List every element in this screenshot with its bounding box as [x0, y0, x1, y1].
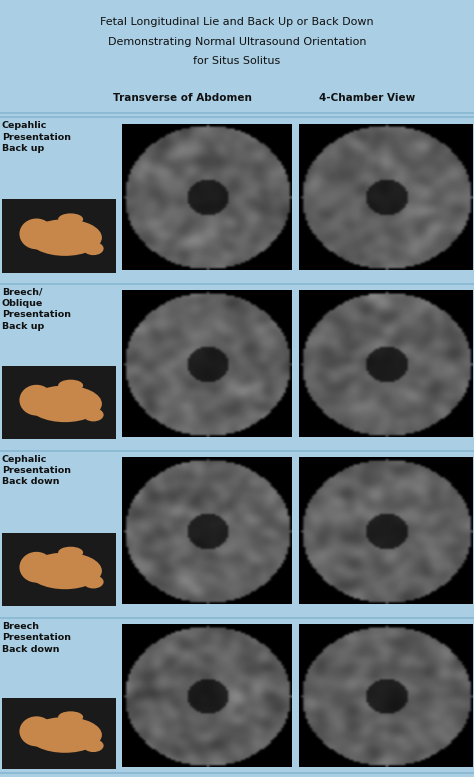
FancyBboxPatch shape: [2, 366, 116, 439]
Ellipse shape: [58, 547, 83, 559]
Ellipse shape: [28, 717, 102, 753]
Text: Fetal Longitudinal Lie and Back Up or Back Down: Fetal Longitudinal Lie and Back Up or Ba…: [100, 17, 374, 27]
FancyBboxPatch shape: [2, 698, 116, 769]
Text: Breech/
Oblique
Presentation
Back up: Breech/ Oblique Presentation Back up: [2, 287, 71, 331]
Ellipse shape: [19, 716, 54, 747]
Text: for Situs Solitus: for Situs Solitus: [193, 56, 281, 66]
Ellipse shape: [83, 408, 104, 421]
Ellipse shape: [58, 380, 83, 392]
Ellipse shape: [28, 552, 102, 589]
Text: Demonstrating Normal Ultrasound Orientation: Demonstrating Normal Ultrasound Orientat…: [108, 37, 366, 47]
Text: Cephalic
Presentation
Back down: Cephalic Presentation Back down: [2, 455, 71, 486]
Ellipse shape: [19, 385, 54, 416]
FancyBboxPatch shape: [2, 533, 116, 606]
Ellipse shape: [83, 242, 104, 255]
Text: Breech
Presentation
Back down: Breech Presentation Back down: [2, 622, 71, 653]
Ellipse shape: [28, 385, 102, 422]
Ellipse shape: [83, 575, 104, 588]
Text: 4-Chamber View: 4-Chamber View: [319, 93, 416, 103]
Text: Cepahlic
Presentation
Back up: Cepahlic Presentation Back up: [2, 121, 71, 153]
Ellipse shape: [83, 739, 104, 752]
Ellipse shape: [58, 711, 83, 723]
Ellipse shape: [19, 552, 54, 583]
Ellipse shape: [28, 219, 102, 256]
Ellipse shape: [58, 214, 83, 225]
Ellipse shape: [19, 218, 54, 249]
Text: Transverse of Abdomen: Transverse of Abdomen: [113, 93, 252, 103]
FancyBboxPatch shape: [2, 200, 116, 273]
